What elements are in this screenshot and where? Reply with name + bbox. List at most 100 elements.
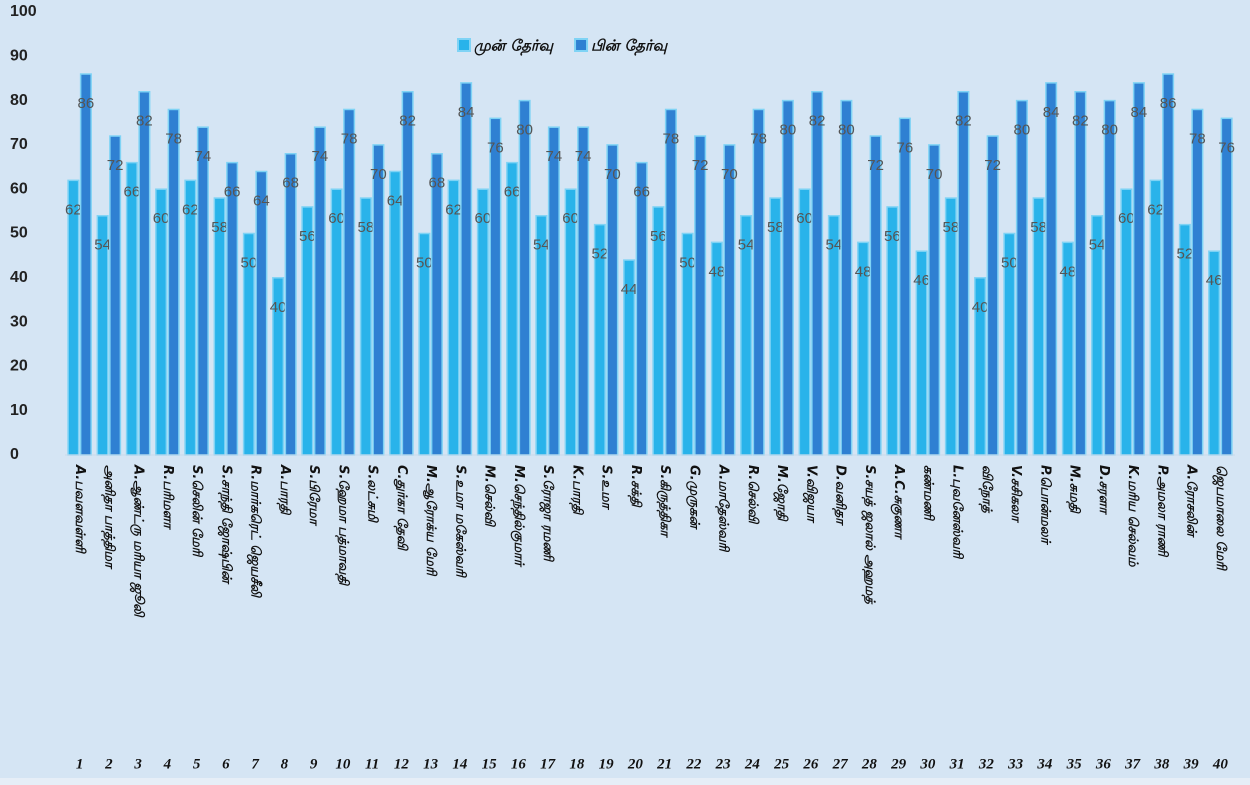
x-tick-label: A.C.சுகுணா [890,464,906,540]
x-tick-label: V.சசிகலா [1008,465,1023,523]
bar [476,188,489,456]
data-label: 46 [1206,272,1223,289]
data-label: 50 [416,254,433,271]
serial-number: 23 [715,756,732,772]
data-label: 60 [475,210,492,227]
x-tick-label: D.சரளா [1096,465,1111,515]
data-label: 52 [1177,246,1194,263]
data-label: 82 [809,113,826,130]
bar [635,161,648,456]
serial-number: 22 [685,756,702,772]
x-tick-label: G.முருகன் [685,465,701,530]
data-label: 62 [445,201,462,218]
x-tick-label: P.அமலா ராணி [1154,465,1169,558]
data-label: 40 [270,299,287,316]
x-tick-label: S.லட்சுமி [365,465,380,524]
serial-number: 4 [163,756,172,772]
x-tick-label: D.வனிதா [832,465,848,526]
x-tick-label: S.கிருத்திகா [656,465,672,538]
y-tick-label: 100 [10,3,37,20]
bar [343,108,356,456]
x-tick-label: M.செந்தில்குமார் [510,465,526,568]
data-label: 58 [767,219,784,236]
bar [138,90,151,456]
data-label: 54 [738,237,755,254]
bar [986,135,999,456]
data-label: 78 [165,130,182,147]
bar [564,188,577,456]
data-label: 70 [370,166,387,183]
bar [313,126,326,456]
serial-number: 7 [251,756,259,772]
data-label: 82 [955,113,972,130]
data-label: 70 [926,166,943,183]
data-label: 74 [546,148,563,165]
serial-number: 14 [452,756,468,772]
serial-number: 19 [599,756,615,772]
bar [1015,99,1028,456]
data-label: 60 [796,210,813,227]
data-label: 70 [604,166,621,183]
data-label: 60 [1118,210,1135,227]
data-label: 72 [107,157,124,174]
bar [489,117,502,456]
bar [389,170,402,456]
x-tick-label: L.புவனேஸ்வரி [950,465,965,560]
bar [109,135,122,456]
bar [1191,108,1204,456]
data-label: 70 [721,166,738,183]
data-label: 58 [358,219,375,236]
bar [460,82,473,456]
bar [769,197,782,456]
data-label: 66 [504,184,521,201]
data-label: 64 [253,192,270,209]
bar [506,161,519,456]
x-tick-label: S.பிரேமா [306,465,321,527]
bar [1120,188,1133,456]
bar [869,135,882,456]
data-label: 56 [884,228,901,245]
bar [781,99,794,456]
bar [1132,82,1145,456]
data-label: 76 [897,139,914,156]
data-label: 72 [984,157,1001,174]
bar [577,126,590,456]
serial-number: 28 [861,756,878,772]
bar [1162,73,1175,456]
bar [401,90,414,456]
x-tick-label: S.செலின் மேரி [189,465,204,558]
bar [898,117,911,456]
x-tick-label: K.மரிய செல்வம் [1125,465,1140,568]
bar [547,126,560,456]
legend-label: முன் தேர்வு [474,37,555,57]
x-tick-label: R.செல்வி [745,465,760,525]
x-tick-label: A.பாரதி [276,464,292,515]
data-label: 74 [575,148,592,165]
bar [226,161,239,456]
data-label: 68 [429,175,446,192]
data-label: 80 [516,122,533,139]
serial-number: 3 [133,756,142,772]
bar [1045,82,1058,456]
data-label: 54 [533,237,550,254]
bar [67,179,80,456]
bar [184,179,197,456]
x-tick-label: ஜெபமாலை மேரி [1212,465,1228,571]
bar [196,126,209,456]
x-tick-label: விநோத் [978,465,994,514]
data-label: 50 [1001,254,1018,271]
x-tick-label: M.செல்வி [482,465,497,528]
serial-number: 12 [394,756,410,772]
serial-number: 10 [335,756,351,772]
x-tick-label: R.பரிமளா [160,465,175,530]
bar [155,188,168,456]
bar [167,108,180,456]
data-label: 62 [65,201,82,218]
bar [811,90,824,456]
serial-number: 39 [1183,756,1200,772]
data-label: 64 [387,192,404,209]
bar [1149,179,1162,456]
serial-number: 9 [310,756,318,772]
data-label: 58 [211,219,228,236]
serial-number: 1 [76,756,84,772]
